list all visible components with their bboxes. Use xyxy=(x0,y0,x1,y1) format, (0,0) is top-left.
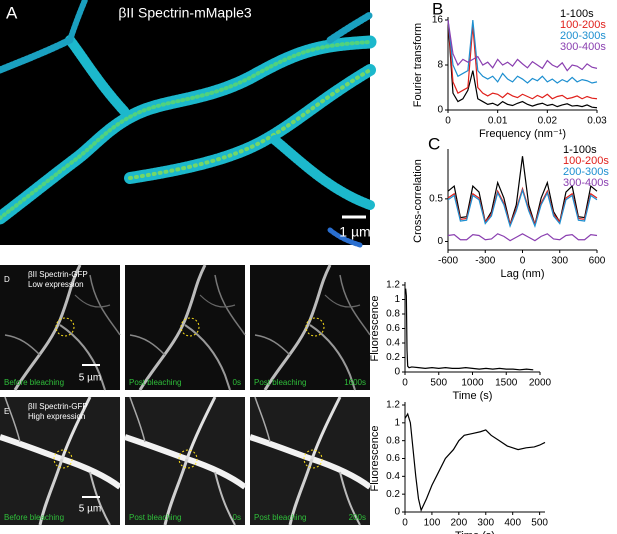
legend-entry: 1-100s xyxy=(563,144,597,156)
x-tick-label: 500 xyxy=(430,378,447,389)
data-line xyxy=(404,288,534,371)
x-tick-label: 100 xyxy=(424,518,441,529)
x-tick-label: 400 xyxy=(504,518,521,529)
frame-time: 0s xyxy=(233,513,241,522)
panel-letter: C xyxy=(428,134,440,153)
x-axis-label: Time (s) xyxy=(453,390,493,402)
micrograph-a: A βII Spectrin-mMaple3 1 µm xyxy=(0,0,377,248)
y-tick-label: 0.8 xyxy=(386,435,400,446)
construct-label: βII Spectrin-GFP xyxy=(28,402,88,411)
frame-time: 200s xyxy=(349,513,366,522)
panel-letter: E xyxy=(4,407,9,416)
y-axis-label: Fluorescence xyxy=(369,295,381,361)
legend-entry: 300-400s xyxy=(560,41,606,53)
x-tick-label: 1000 xyxy=(461,378,484,389)
x-tick-label: 0.01 xyxy=(488,116,508,127)
data-line xyxy=(447,19,598,84)
y-tick-label: 0 xyxy=(437,105,443,116)
legend-entry: 300-400s xyxy=(563,177,609,189)
y-tick-label: 0 xyxy=(394,367,400,378)
y-tick-label: 0 xyxy=(394,507,400,518)
legend-entry: 100-200s xyxy=(560,19,606,31)
y-tick-label: 0.6 xyxy=(386,453,400,464)
x-tick-label: 300 xyxy=(551,256,568,267)
x-tick-label: 2000 xyxy=(529,378,552,389)
micrographs-d: D βII Spectrin-GFP Low expression 5 µm B… xyxy=(0,263,372,392)
legend-entry: 200-300s xyxy=(563,166,609,178)
expression-label: High expression xyxy=(28,412,85,421)
y-tick-label: 1.2 xyxy=(386,400,400,411)
panel-title: βII Spectrin-mMaple3 xyxy=(118,5,252,21)
construct-label: βII Spectrin-GFP xyxy=(28,270,88,279)
y-tick-label: 0.4 xyxy=(386,338,400,349)
y-tick-label: 16 xyxy=(432,15,444,26)
x-tick-label: 1500 xyxy=(495,378,518,389)
legend-entry: 1-100s xyxy=(560,8,594,20)
y-tick-label: 0.4 xyxy=(386,471,400,482)
panel-letter: B xyxy=(432,0,443,18)
x-axis-label: Lag (nm) xyxy=(500,268,544,280)
x-tick-label: 0.02 xyxy=(538,116,558,127)
frame-time: 0s xyxy=(233,378,241,387)
scale-bar-label: 5 µm xyxy=(79,504,101,515)
data-line xyxy=(404,412,546,513)
data-line xyxy=(447,188,598,228)
x-tick-label: 0 xyxy=(402,518,408,529)
panel-letter: D xyxy=(4,275,10,284)
x-tick-label: 0.03 xyxy=(587,116,607,127)
scale-bar-label: 5 µm xyxy=(79,373,101,384)
y-tick-label: 1 xyxy=(394,417,400,428)
x-tick-label: 600 xyxy=(589,256,606,267)
y-axis-label: Cross-correlation xyxy=(412,159,424,243)
x-tick-label: -600 xyxy=(438,256,458,267)
y-tick-label: 0.8 xyxy=(386,309,400,320)
micrographs-e: E βII Spectrin-GFP High expression 5 µm … xyxy=(0,397,370,525)
frame-label: Post bleaching xyxy=(129,378,181,387)
x-tick-label: 0 xyxy=(445,116,451,127)
x-axis-label: Time (s) xyxy=(455,530,495,534)
frame-label: Post bleaching xyxy=(254,513,306,522)
y-tick-label: 0.2 xyxy=(386,352,400,363)
x-tick-label: 200 xyxy=(451,518,468,529)
expression-label: Low expression xyxy=(28,280,84,289)
x-tick-label: 500 xyxy=(531,518,548,529)
frame-label: Post bleaching xyxy=(254,378,306,387)
scale-bar-label: 1 µm xyxy=(339,224,370,240)
y-tick-label: 1.2 xyxy=(386,280,400,291)
x-axis-label: Frequency (nm⁻¹) xyxy=(479,128,566,140)
y-tick-label: 0.2 xyxy=(386,489,400,500)
legend-entry: 100-200s xyxy=(563,155,609,167)
y-axis-label: Fluorescence xyxy=(369,425,381,491)
frame-label: Before bleaching xyxy=(4,378,64,387)
x-tick-label: -300 xyxy=(475,256,495,267)
frame-label: Before bleaching xyxy=(4,513,64,522)
frame-time: 1600s xyxy=(344,378,366,387)
data-line xyxy=(447,233,598,242)
y-tick-label: 0.6 xyxy=(386,323,400,334)
y-tick-label: 1 xyxy=(394,294,400,305)
x-tick-label: 0 xyxy=(402,378,408,389)
frame-label: Post bleaching xyxy=(129,513,181,522)
y-tick-label: 8 xyxy=(437,60,443,71)
panel-letter: A xyxy=(6,3,18,22)
legend-entry: 200-300s xyxy=(560,30,606,42)
y-axis-label: Fourier transform xyxy=(412,23,424,107)
x-tick-label: 0 xyxy=(520,256,526,267)
y-tick-label: 0 xyxy=(437,236,443,247)
data-line xyxy=(447,156,598,227)
data-line xyxy=(447,19,598,109)
y-tick-label: 0.5 xyxy=(429,194,443,205)
x-tick-label: 300 xyxy=(477,518,494,529)
data-line xyxy=(447,19,598,72)
